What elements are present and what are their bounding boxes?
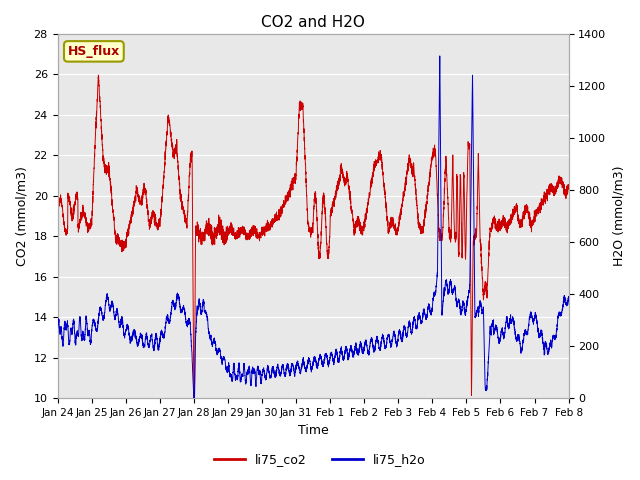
Y-axis label: H2O (mmol/m3): H2O (mmol/m3) <box>612 166 625 266</box>
Title: CO2 and H2O: CO2 and H2O <box>261 15 365 30</box>
Legend: li75_co2, li75_h2o: li75_co2, li75_h2o <box>209 448 431 471</box>
Text: HS_flux: HS_flux <box>68 45 120 58</box>
Y-axis label: CO2 (mmol/m3): CO2 (mmol/m3) <box>15 166 28 266</box>
X-axis label: Time: Time <box>298 424 328 437</box>
